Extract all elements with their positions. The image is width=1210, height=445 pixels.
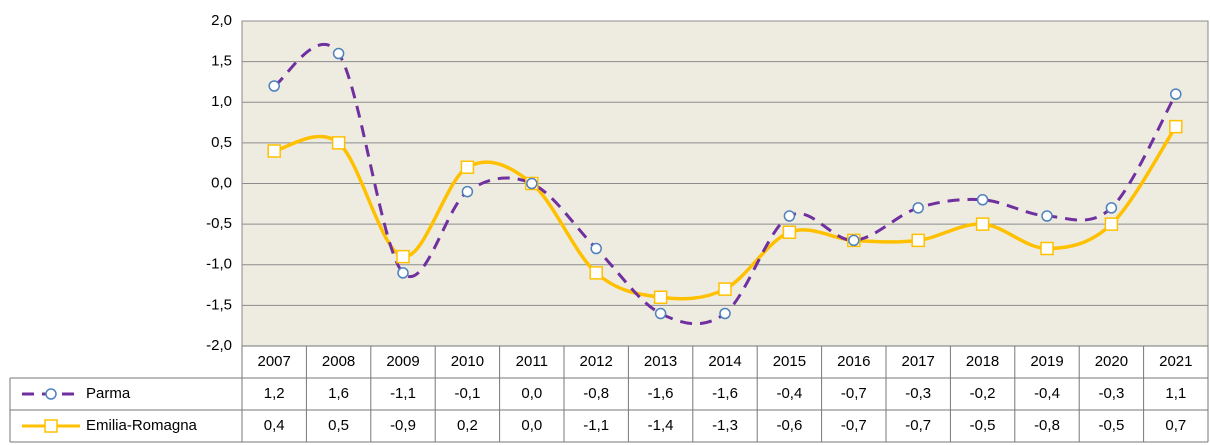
table-value: -0,4 (1034, 385, 1060, 402)
table-value: -0,6 (776, 417, 802, 434)
x-tick-label: 2009 (386, 353, 419, 370)
x-tick-label: 2008 (322, 353, 355, 370)
x-tick-label: 2017 (902, 353, 935, 370)
data-point (654, 307, 667, 320)
table-value: -0,5 (970, 417, 996, 434)
table-value: -0,8 (583, 385, 609, 402)
x-tick-label: 2015 (773, 353, 806, 370)
table-value: 0,5 (328, 417, 349, 434)
table-value: -1,6 (712, 385, 738, 402)
data-point (848, 234, 860, 247)
table-value: -0,2 (970, 385, 996, 402)
table-value: -0,8 (1034, 417, 1060, 434)
table-value: -0,1 (454, 385, 480, 402)
y-tick-label: -0,5 (206, 215, 232, 232)
table-value: 0,2 (457, 417, 478, 434)
x-tick-label: 2018 (966, 353, 999, 370)
data-point (332, 47, 345, 60)
y-tick-label: 2,0 (211, 12, 232, 29)
y-tick-label: -1,0 (206, 256, 232, 273)
data-point (526, 177, 538, 190)
data-point (718, 282, 732, 296)
y-tick-label: -1,5 (206, 296, 232, 313)
x-tick-label: 2010 (451, 353, 484, 370)
legend-marker (44, 419, 58, 433)
table-value: -1,1 (583, 417, 609, 434)
data-point (976, 194, 989, 206)
table-value: -1,4 (648, 417, 674, 434)
legend-label: Parma (86, 385, 131, 402)
table-value: -0,9 (390, 417, 416, 434)
table-value: -0,3 (1098, 385, 1124, 402)
table-value: 0,0 (521, 385, 542, 402)
x-tick-label: 2016 (837, 353, 870, 370)
table-value: -0,7 (841, 417, 867, 434)
data-point (1040, 241, 1054, 256)
x-tick-label: 2021 (1159, 353, 1192, 370)
data-point (590, 242, 602, 255)
data-point (461, 185, 474, 198)
data-point (460, 160, 475, 174)
data-point (911, 233, 925, 248)
data-point (397, 267, 409, 279)
table-value: -0,5 (1098, 417, 1124, 434)
data-point (1104, 217, 1119, 231)
data-point (1170, 88, 1182, 100)
table-value: -1,6 (648, 385, 674, 402)
data-point (912, 202, 924, 214)
table-value: -0,3 (905, 385, 931, 402)
x-tick-label: 2014 (708, 353, 741, 370)
y-tick-label: -2,0 (206, 337, 232, 354)
table-value: -0,4 (776, 385, 802, 402)
table-value: -0,7 (905, 417, 931, 434)
y-tick-label: 0,5 (211, 134, 232, 151)
data-point (267, 144, 281, 158)
data-point (589, 266, 603, 280)
data-point (1041, 210, 1053, 222)
x-tick-label: 2012 (580, 353, 613, 370)
x-tick-label: 2011 (516, 353, 548, 370)
data-point (719, 307, 731, 320)
x-tick-label: 2019 (1030, 353, 1063, 370)
table-value: 1,1 (1165, 385, 1186, 402)
data-point (396, 249, 410, 264)
data-point (783, 210, 796, 222)
data-point (653, 290, 668, 304)
x-tick-label: 2007 (258, 353, 291, 370)
x-tick-label: 2013 (644, 353, 677, 370)
table-value: 1,2 (264, 385, 285, 402)
table-value: -0,7 (841, 385, 867, 402)
y-tick-label: 0,0 (211, 174, 232, 191)
y-tick-label: 1,0 (211, 93, 232, 110)
table-value: 1,6 (328, 385, 349, 402)
data-point (1169, 119, 1183, 134)
data-point (268, 80, 280, 92)
table-value: 0,0 (521, 417, 542, 434)
data-point (331, 136, 346, 150)
legend-label: Emilia-Romagna (86, 417, 198, 434)
table-value: -1,3 (712, 417, 738, 434)
data-point (782, 225, 797, 239)
y-tick-label: 1,5 (211, 53, 232, 70)
data-point (975, 217, 990, 231)
x-tick-label: 2020 (1095, 353, 1128, 370)
data-point (1105, 202, 1118, 214)
table-value: 0,4 (264, 417, 285, 434)
legend-marker (45, 388, 57, 400)
table-value: -1,1 (390, 385, 416, 402)
table-value: 0,7 (1165, 417, 1186, 434)
